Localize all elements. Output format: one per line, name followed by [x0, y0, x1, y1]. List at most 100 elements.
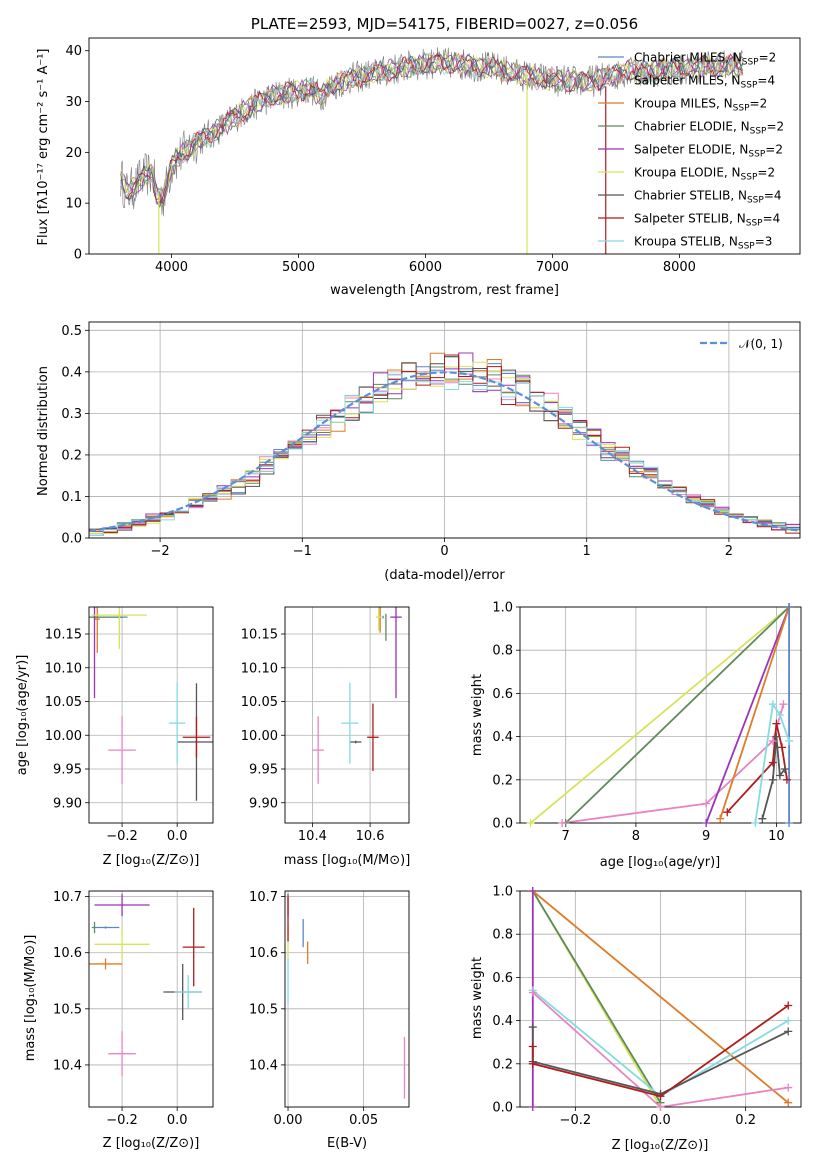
y-tick-label: 0.0 [492, 817, 513, 832]
weight-marker-salpeter_miles [558, 819, 567, 827]
weight-marker-salpeter_stelib [784, 1001, 793, 1010]
weight-line-kroupa_elodie [529, 607, 790, 823]
x-tick-label: 0.00 [274, 1113, 303, 1128]
weight-marker-chabrier_stelib [758, 814, 767, 823]
weight-marker-chabrier_stelib [772, 732, 781, 741]
y-tick-label: 20 [65, 146, 82, 161]
y-tick-label: 9.95 [53, 763, 82, 778]
age-vs-mass-plot-area: 10.4 10.6 9.90 9.95 10.00 10.05 10.10 10.15 [241, 606, 410, 844]
histogram-kroupa_stelib [89, 373, 800, 536]
y-tick-label: 10.4 [249, 1058, 278, 1073]
axes-frame [88, 890, 214, 1108]
weight-marker-salpeter_miles [768, 736, 777, 745]
y-tick-label: 10.15 [241, 628, 278, 643]
spectrum-plot-area: 4000 5000 6000 7000 8000 0 10 20 30 40 [65, 37, 801, 275]
mass-vs-Z-plot-area: −0.2 0.0 10.4 10.5 10.6 10.7 [53, 890, 214, 1128]
spectrum-x-label: wavelength [Angstrom, rest frame] [330, 283, 559, 298]
y-tick-label: 0.8 [492, 644, 513, 659]
axes-frame [519, 606, 802, 824]
y-tick-label: 0.6 [492, 971, 513, 986]
x-tick-label: −1 [293, 544, 312, 559]
x-tick-label: 1 [583, 544, 591, 559]
weight-marker-salpeter_elodie [528, 1103, 537, 1111]
y-tick-label: 1.0 [492, 601, 513, 616]
weight-marker-salpeter_miles [779, 700, 788, 709]
spectrum-panel: PLATE=2593, MJD=54175, FIBERID=0027, z=0… [36, 15, 801, 298]
reference-normal-curve [89, 371, 800, 532]
weight-line-salpeter_elodie [705, 607, 790, 823]
y-tick-label: 10.6 [249, 946, 278, 961]
legend-label-salpeter_miles: Salpeter MILES, NSSP=4 [634, 74, 775, 91]
x-tick-label: 0.0 [650, 1113, 671, 1128]
y-tick-label: 10.10 [45, 661, 82, 676]
reference-curve-legend-label: 𝒩(0, 1) [739, 337, 783, 351]
y-tick-label: 10.7 [249, 890, 278, 905]
x-tick-label: 10.4 [298, 829, 327, 844]
weight-vs-age-panel: 7 8 9 10 0.0 0.2 0.4 0.6 0.8 1.0 age [log₁₀(age/y… [470, 601, 802, 870]
y-tick-label: 0.2 [492, 773, 513, 788]
y-tick-label: 9.95 [249, 763, 278, 778]
y-tick-label: 10.7 [53, 890, 82, 905]
weight-vs-Z-y-label: mass weight [470, 957, 485, 1039]
x-tick-label: 0 [440, 544, 448, 559]
residuals-y-label: Normed distribution [36, 366, 51, 496]
y-tick-label: 0.6 [492, 687, 513, 702]
weight-marker-salpeter_stelib [723, 808, 732, 817]
model-spectrum-line [120, 52, 744, 208]
weight-marker-chabrier_miles [785, 819, 794, 827]
weight-vs-Z-plot-area: −0.2 0.0 0.2 0.0 0.2 0.4 0.6 0.8 1.0 [492, 885, 802, 1128]
weight-line-salpeter_stelib [531, 1004, 789, 1098]
legend-label-kroupa_elodie: Kroupa ELODIE, NSSP=2 [634, 166, 775, 183]
weight-marker-chabrier_stelib [768, 775, 777, 784]
weight-line-salpeter_miles [532, 991, 789, 1107]
plot-content [120, 47, 744, 254]
legend-label-kroupa_miles: Kroupa MILES, NSSP=2 [634, 97, 767, 114]
legend-label-salpeter_stelib: Salpeter STELIB, NSSP=4 [634, 212, 780, 229]
y-tick-label: 0.0 [61, 532, 82, 547]
weight-marker-chabrier_miles [785, 603, 794, 611]
legend-label-chabrier_stelib: Chabrier STELIB, NSSP=4 [634, 189, 782, 206]
weight-line-salpeter_miles [562, 703, 785, 823]
y-tick-label: 10.00 [45, 729, 82, 744]
weight-marker-kroupa_stelib [785, 736, 794, 745]
legend-label-chabrier_miles: Chabrier MILES, NSSP=2 [634, 51, 776, 68]
legend-label-salpeter_elodie: Salpeter ELODIE, NSSP=2 [634, 143, 783, 160]
y-tick-label: 0.8 [492, 928, 513, 943]
age-vs-mass-x-label: mass [log₁₀(M/M⊙)] [284, 853, 411, 868]
plot-content [89, 607, 213, 801]
weight-marker-kroupa_stelib [775, 711, 784, 719]
axes-frame [88, 37, 801, 255]
spectrum-y-label: Flux [fλ10⁻¹⁷ erg cm⁻² s⁻¹ A⁻¹] [36, 49, 51, 246]
age-vs-Z-y-label: age [log₁₀(age/yr)] [15, 655, 30, 776]
weight-marker-salpeter_elodie [702, 819, 711, 827]
y-tick-label: 9.90 [53, 796, 82, 811]
weight-marker-salpeter_elodie [528, 887, 537, 895]
weight-marker-salpeter_miles [656, 1103, 665, 1111]
y-tick-label: 0.2 [61, 448, 82, 463]
weight-marker-salpeter_stelib [778, 743, 787, 752]
x-tick-label: 7000 [536, 260, 569, 275]
axes-frame [88, 606, 214, 824]
axes-frame [284, 606, 410, 824]
axes-frame [88, 321, 801, 539]
weight-line-kroupa_miles [532, 891, 789, 1104]
y-tick-label: 10 [65, 197, 82, 212]
x-tick-label: 8 [632, 829, 640, 844]
weight-marker-chabrier_stelib [784, 1027, 793, 1036]
weight-marker-kroupa_elodie [526, 819, 535, 827]
y-tick-label: 10.5 [249, 1002, 278, 1017]
weight-vs-Z-panel: −0.2 0.0 0.2 0.0 0.2 0.4 0.6 0.8 1.0 Z [log₁₀(Z/… [470, 885, 802, 1153]
y-tick-label: 10.05 [45, 695, 82, 710]
weight-marker-kroupa_miles [784, 1098, 793, 1107]
x-tick-label: −0.2 [106, 829, 138, 844]
weight-marker-kroupa_stelib [768, 700, 777, 709]
weight-vs-Z-x-label: Z [log₁₀(Z/Z⊙)] [612, 1138, 709, 1153]
y-tick-label: 0.4 [492, 730, 513, 745]
y-tick-label: 10.10 [241, 661, 278, 676]
weight-marker-salpeter_miles [702, 799, 711, 808]
weight-vs-age-x-label: age [log₁₀(age/yr)] [600, 855, 721, 870]
age-vs-mass-panel: 10.4 10.6 9.90 9.95 10.00 10.05 10.10 10.15 mas… [241, 606, 411, 868]
x-tick-label: 0.05 [349, 1113, 378, 1128]
mass-vs-ebv-plot-area: 0.00 0.05 10.4 10.5 10.6 10.7 [249, 890, 410, 1128]
